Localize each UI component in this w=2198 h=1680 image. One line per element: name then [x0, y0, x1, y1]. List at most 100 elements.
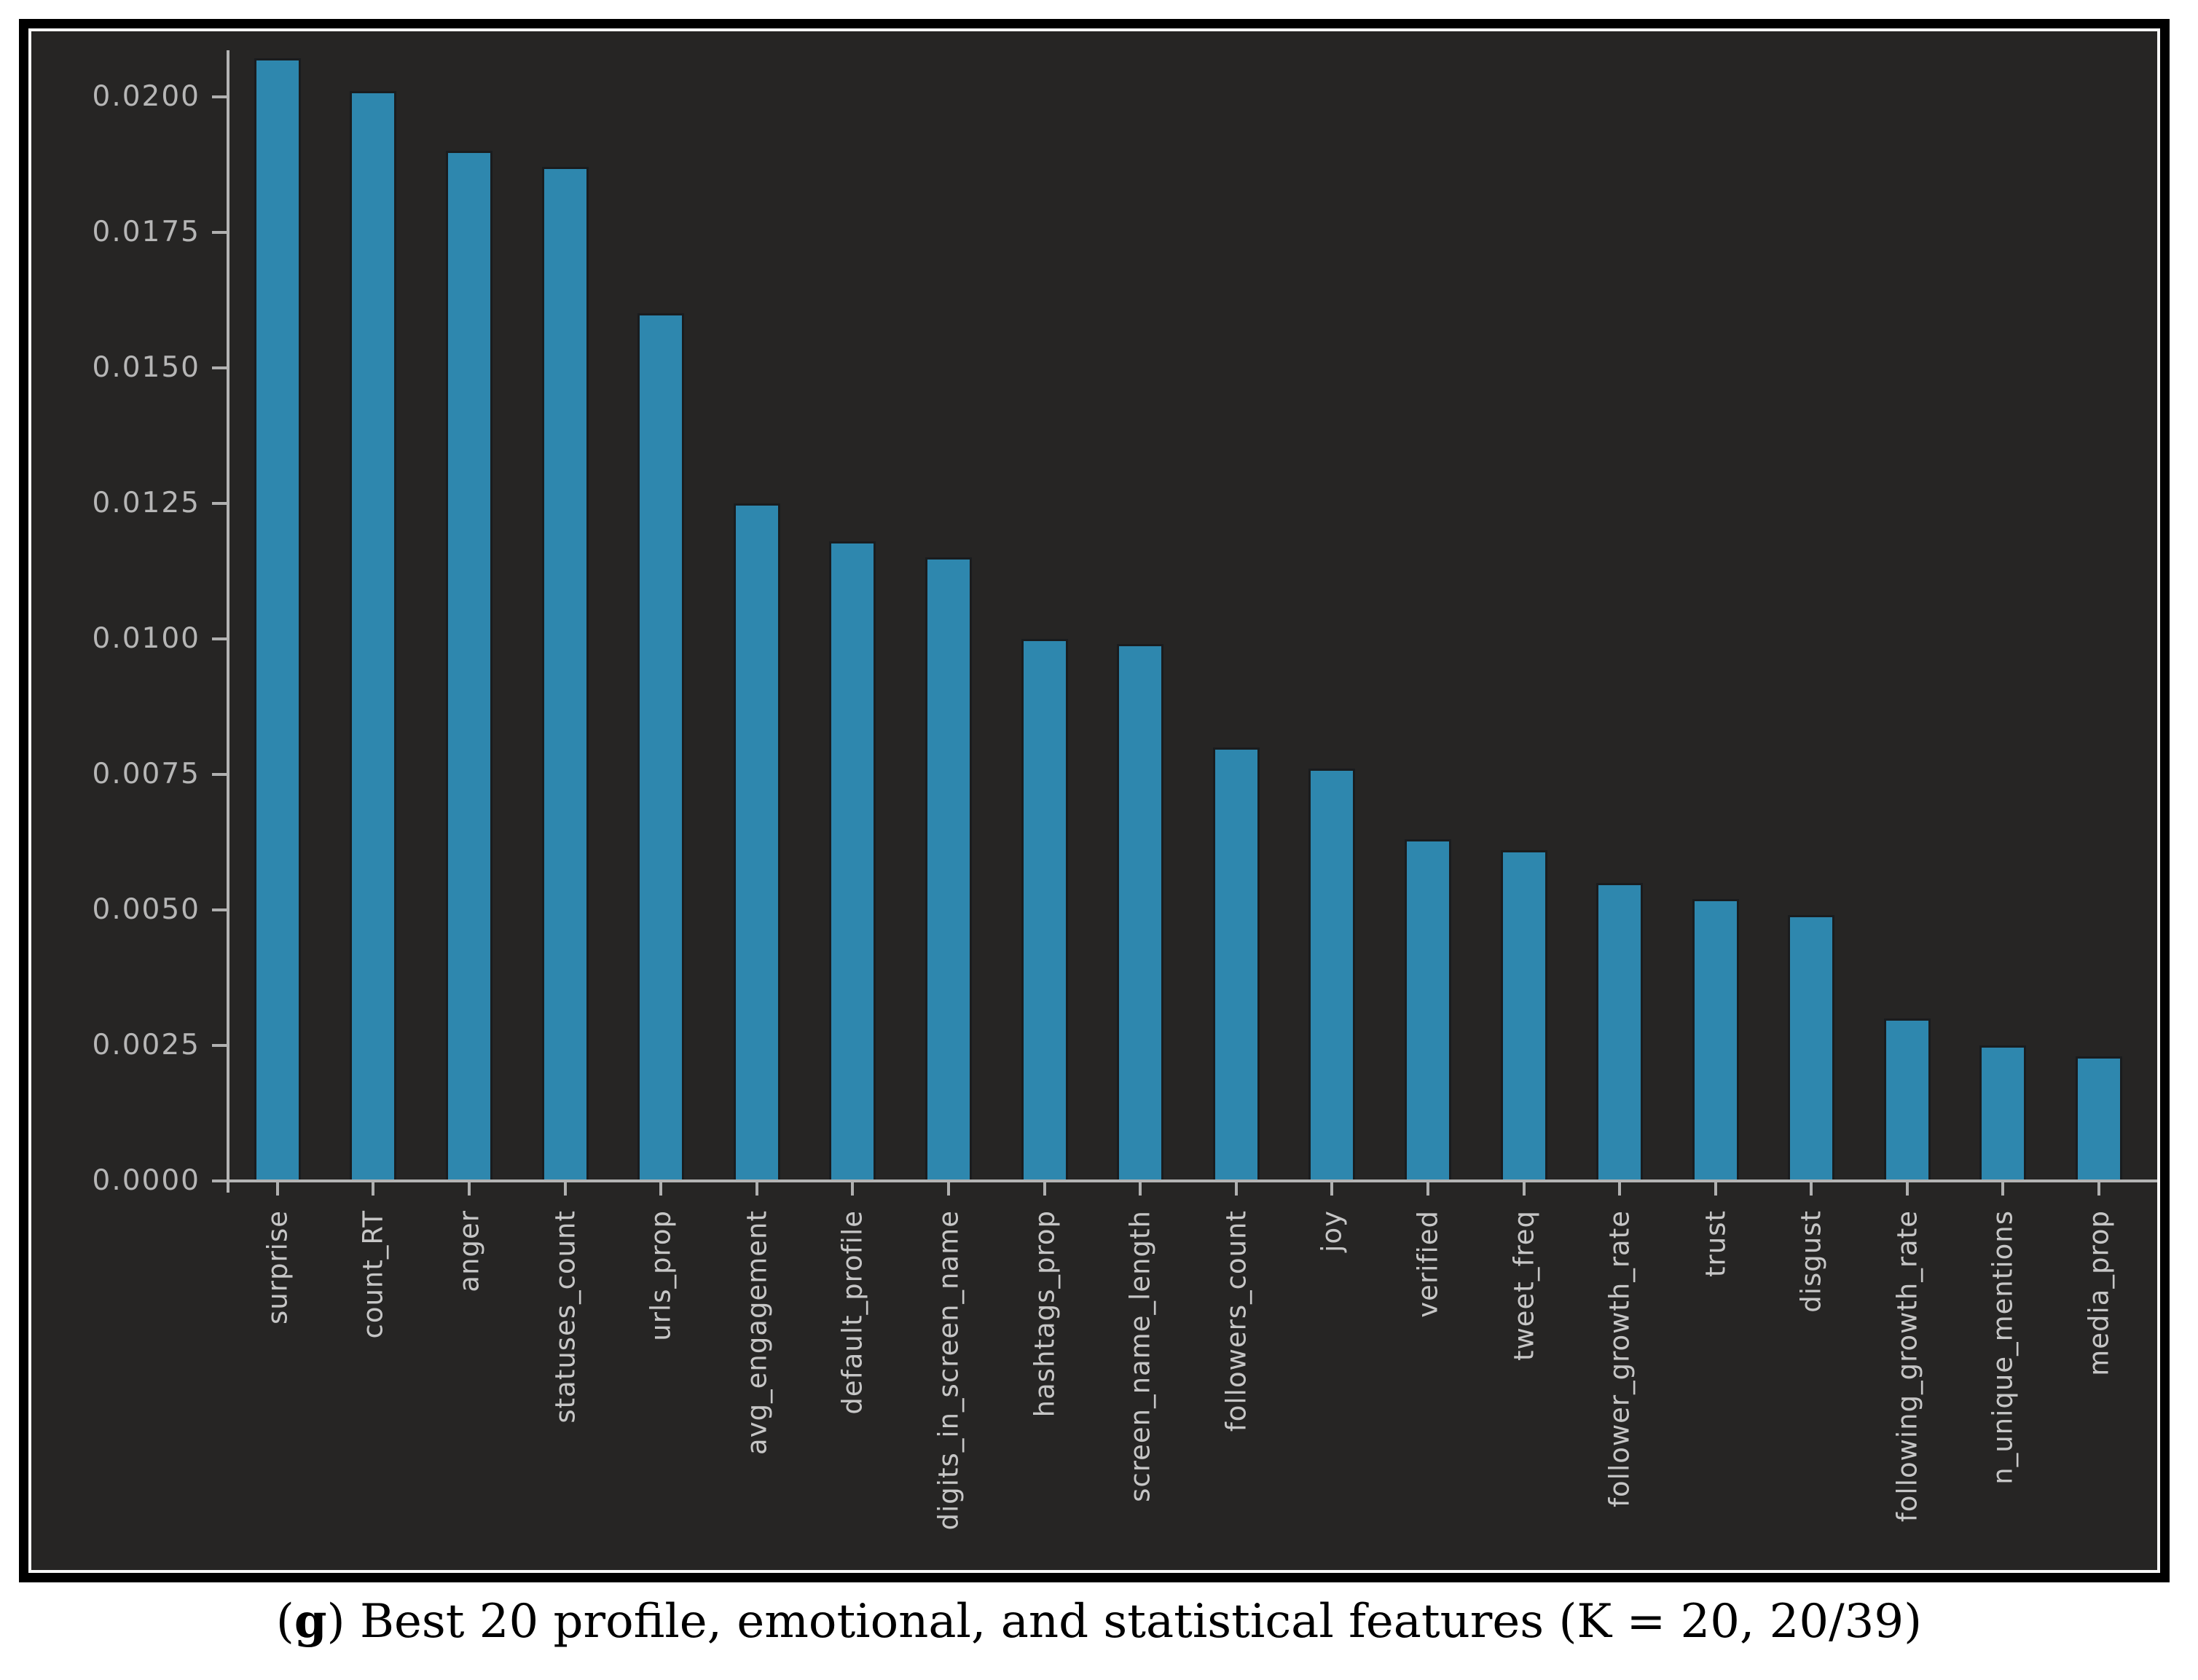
y-tick-label: 0.0100	[92, 621, 200, 655]
x-tick-mark	[1714, 1182, 1717, 1196]
bar-statuses_count	[541, 167, 589, 1181]
x-tick-mark	[1905, 1182, 1909, 1196]
x-tick-label-statuses_count: statuses_count	[549, 1210, 581, 1424]
y-tick-label: 0.0125	[92, 486, 200, 519]
x-tick-label-surprise: surprise	[262, 1210, 294, 1324]
bar-slot-avg_engagement: avg_engagement	[709, 53, 805, 1455]
caption-letter: g	[294, 1594, 327, 1649]
bar-slot-hashtags_prop: hashtags_prop	[997, 53, 1093, 1417]
bar-count_RT	[350, 91, 397, 1181]
x-tick-label-anger: anger	[453, 1210, 485, 1292]
bar-trust	[1692, 899, 1739, 1181]
bar-hashtags_prop	[1021, 638, 1068, 1181]
x-tick-label-default_profile: default_profile	[836, 1210, 868, 1415]
x-tick-mark	[467, 1182, 471, 1196]
x-tick-label-digits_in_screen_name: digits_in_screen_name	[933, 1210, 965, 1531]
x-tick-mark	[755, 1182, 758, 1196]
x-tick-mark	[1139, 1182, 1142, 1196]
x-tick-label-trust: trust	[1700, 1210, 1732, 1277]
x-tick-mark	[563, 1182, 567, 1196]
bar-slot-follower_growth_rate: follower_growth_rate	[1571, 53, 1668, 1507]
x-tick-mark	[1330, 1182, 1334, 1196]
y-tick-mark	[212, 637, 227, 640]
x-tick-mark	[1043, 1182, 1046, 1196]
y-tick-mark	[212, 1179, 227, 1182]
bar-slot-screen_name_length: screen_name_length	[1092, 53, 1188, 1502]
bar-avg_engagement	[733, 503, 780, 1181]
x-tick-label-n_unique_mentions: n_unique_mentions	[1987, 1210, 2019, 1485]
bar-default_profile	[829, 541, 876, 1181]
bar-n_unique_mentions	[1979, 1045, 2027, 1181]
x-tick-label-following_growth_rate: following_growth_rate	[1891, 1210, 1923, 1523]
bar-slot-trust: trust	[1668, 53, 1764, 1277]
x-tick-label-joy: joy	[1316, 1210, 1348, 1252]
bar-slot-urls_prop: urls_prop	[613, 53, 709, 1341]
y-tick-label: 0.0175	[92, 215, 200, 248]
x-tick-mark	[2001, 1182, 2005, 1196]
x-tick-mark	[1522, 1182, 1526, 1196]
bar-digits_in_screen_name	[925, 557, 972, 1181]
bar-following_growth_rate	[1883, 1018, 1931, 1181]
bar-slot-disgust: disgust	[1764, 53, 1860, 1313]
x-tick-label-hashtags_prop: hashtags_prop	[1029, 1210, 1061, 1418]
bar-slot-statuses_count: statuses_count	[517, 53, 613, 1424]
x-tick-mark	[1426, 1182, 1429, 1196]
bar-slot-tweet_freq: tweet_freq	[1476, 53, 1572, 1361]
bar-joy	[1308, 769, 1356, 1181]
y-tick-label: 0.0025	[92, 1028, 200, 1061]
bar-media_prop	[2076, 1056, 2123, 1181]
x-axis-line	[212, 1179, 2157, 1182]
x-tick-label-followers_count: followers_count	[1220, 1210, 1252, 1432]
bar-tweet_freq	[1500, 850, 1547, 1181]
x-tick-mark	[946, 1182, 950, 1196]
y-tick-mark	[212, 772, 227, 776]
figure-frame: surprise count_RT anger statuses_count urls_…	[19, 19, 2170, 1582]
bar-verified	[1404, 839, 1451, 1181]
bar-disgust	[1788, 915, 1835, 1181]
bar-slot-followers_count: followers_count	[1188, 53, 1284, 1432]
bar-slot-following_growth_rate: following_growth_rate	[1859, 53, 1955, 1522]
y-tick-mark	[212, 230, 227, 234]
x-tick-mark	[275, 1182, 279, 1196]
y-tick-mark	[212, 1043, 227, 1047]
x-tick-label-follower_growth_rate: follower_growth_rate	[1604, 1210, 1636, 1507]
x-tick-mark	[1618, 1182, 1622, 1196]
x-tick-mark	[659, 1182, 663, 1196]
bar-slot-n_unique_mentions: n_unique_mentions	[1955, 53, 2052, 1485]
chart-panel: surprise count_RT anger statuses_count urls_…	[28, 28, 2160, 1573]
bar-slot-anger: anger	[421, 53, 517, 1292]
bar-anger	[445, 150, 492, 1181]
y-tick-mark	[212, 366, 227, 369]
figure-caption: (g) Best 20 profile, emotional, and stat…	[0, 1594, 2198, 1649]
y-tick-mark	[212, 908, 227, 911]
y-axis-spine	[227, 50, 229, 1193]
bar-slot-surprise: surprise	[229, 53, 326, 1324]
caption-text: Best 20 profile, emotional, and statisti…	[345, 1595, 1923, 1649]
bar-slot-count_RT: count_RT	[326, 53, 422, 1339]
x-tick-label-disgust: disgust	[1795, 1210, 1827, 1313]
bar-slot-verified: verified	[1380, 53, 1476, 1318]
x-tick-label-avg_engagement: avg_engagement	[741, 1210, 773, 1455]
x-tick-label-media_prop: media_prop	[2083, 1210, 2115, 1376]
x-tick-label-tweet_freq: tweet_freq	[1508, 1210, 1540, 1361]
x-tick-mark	[1810, 1182, 1813, 1196]
bar-slot-joy: joy	[1284, 53, 1381, 1252]
y-tick-mark	[212, 501, 227, 505]
x-tick-mark	[851, 1182, 855, 1196]
bar-slot-digits_in_screen_name: digits_in_screen_name	[900, 53, 997, 1530]
x-tick-label-verified: verified	[1412, 1210, 1444, 1318]
bar-slot-media_prop: media_prop	[2051, 53, 2147, 1376]
x-tick-label-count_RT: count_RT	[357, 1210, 389, 1339]
x-tick-mark	[1234, 1182, 1238, 1196]
y-tick-mark	[212, 95, 227, 98]
y-tick-label: 0.0000	[92, 1164, 200, 1197]
y-tick-label: 0.0200	[92, 79, 200, 113]
bars-container: surprise count_RT anger statuses_count urls_…	[229, 53, 2147, 1530]
x-tick-mark	[372, 1182, 375, 1196]
bar-slot-default_profile: default_profile	[805, 53, 901, 1415]
y-tick-label: 0.0150	[92, 350, 200, 384]
bar-surprise	[254, 58, 301, 1181]
bar-urls_prop	[637, 313, 685, 1181]
caption-label: (g)	[275, 1594, 345, 1649]
bar-follower_growth_rate	[1596, 882, 1644, 1181]
